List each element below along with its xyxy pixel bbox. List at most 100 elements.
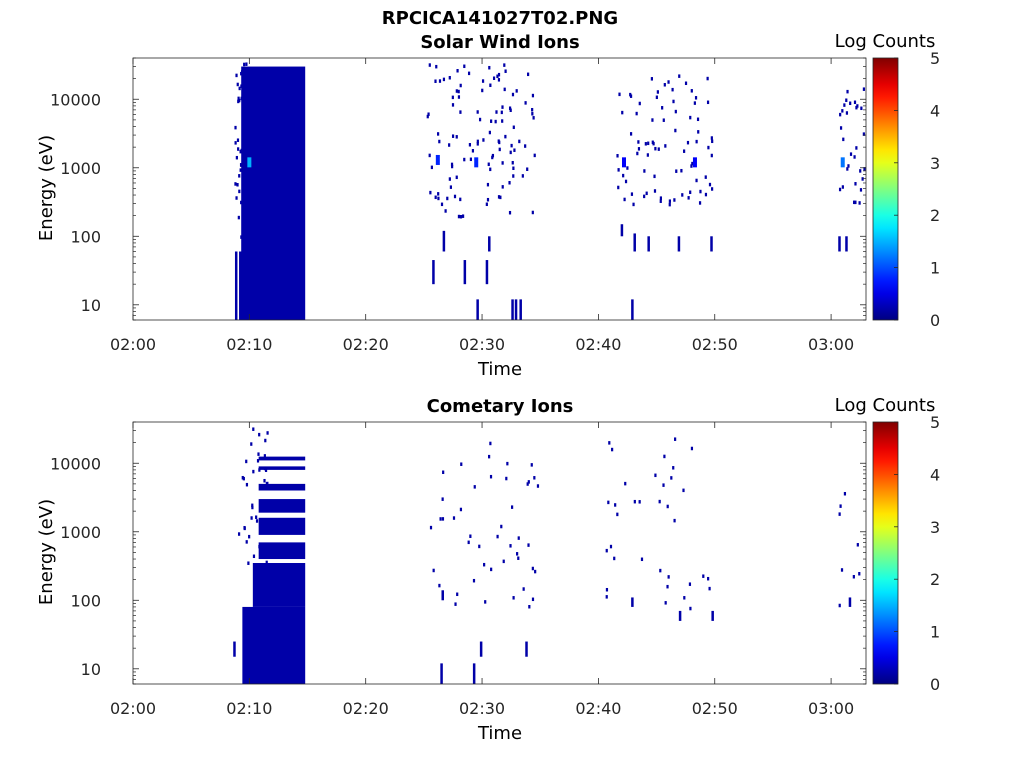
count-cell bbox=[244, 92, 247, 97]
colorbar-scale bbox=[872, 57, 899, 321]
count-cell bbox=[430, 165, 433, 170]
count-cell bbox=[484, 600, 487, 604]
count-cell bbox=[621, 157, 626, 168]
count-cell bbox=[245, 540, 248, 544]
count-streak bbox=[440, 663, 443, 684]
count-streak bbox=[845, 236, 848, 252]
plot-frame bbox=[132, 421, 867, 685]
count-cell bbox=[526, 72, 530, 77]
count-cell bbox=[244, 174, 247, 178]
count-cell bbox=[238, 174, 241, 178]
count-cell bbox=[614, 503, 617, 507]
count-cell bbox=[512, 596, 515, 600]
count-cell bbox=[664, 144, 667, 148]
count-cell bbox=[670, 476, 673, 480]
colorbar: 0 1 2 3 4 5 bbox=[872, 49, 940, 330]
count-cell bbox=[664, 601, 667, 605]
count-cell bbox=[495, 110, 498, 114]
count-cell bbox=[263, 525, 267, 529]
count-cell bbox=[692, 157, 697, 168]
count-cell bbox=[517, 536, 520, 540]
count-cell bbox=[862, 132, 865, 136]
count-cell bbox=[486, 182, 490, 187]
count-cell bbox=[240, 96, 243, 101]
count-cell bbox=[531, 566, 534, 571]
count-cell bbox=[528, 604, 531, 609]
count-cell bbox=[646, 153, 649, 157]
count-cell bbox=[463, 157, 466, 162]
count-cell bbox=[863, 167, 866, 171]
count-block bbox=[258, 466, 306, 470]
count-cell bbox=[862, 87, 866, 91]
count-cell bbox=[476, 142, 479, 146]
count-cell bbox=[243, 168, 246, 173]
count-cell bbox=[512, 166, 515, 171]
count-streak bbox=[678, 610, 682, 621]
count-cell bbox=[659, 199, 662, 203]
count-cell bbox=[607, 500, 610, 505]
count-cell bbox=[666, 504, 669, 509]
count-cell bbox=[838, 512, 841, 516]
count-cell bbox=[531, 93, 535, 98]
count-cell bbox=[636, 151, 639, 156]
count-cell bbox=[684, 81, 688, 86]
colorbar-tick-label: 5 bbox=[930, 413, 940, 432]
count-cell bbox=[459, 507, 463, 512]
count-cell bbox=[688, 582, 692, 586]
count-cell bbox=[429, 190, 432, 195]
count-cell bbox=[241, 475, 244, 480]
count-cell bbox=[843, 103, 846, 107]
count-cell bbox=[846, 167, 849, 171]
count-cell bbox=[635, 111, 638, 116]
colorbar-tick-label: 4 bbox=[930, 465, 940, 484]
count-cell bbox=[236, 82, 239, 87]
count-cell bbox=[451, 95, 454, 100]
count-cell bbox=[687, 196, 690, 200]
colorbar-tick-label: 3 bbox=[930, 154, 940, 173]
count-cell bbox=[667, 575, 670, 579]
count-cell bbox=[451, 164, 454, 169]
count-cell bbox=[478, 117, 482, 122]
count-cell bbox=[860, 106, 863, 111]
count-cell bbox=[441, 497, 444, 501]
count-cell bbox=[263, 466, 267, 471]
count-cell bbox=[440, 202, 444, 207]
count-cell bbox=[674, 109, 677, 114]
count-cell bbox=[242, 223, 245, 227]
count-cell bbox=[605, 587, 609, 592]
count-cell bbox=[488, 130, 491, 135]
panel-title: Solar Wind Ions bbox=[420, 32, 579, 53]
count-cell bbox=[638, 500, 641, 504]
count-cell bbox=[858, 571, 861, 576]
count-cell bbox=[629, 132, 633, 136]
count-streak bbox=[519, 299, 522, 320]
count-cell bbox=[509, 150, 512, 155]
count-streak bbox=[234, 251, 238, 320]
count-cell bbox=[492, 76, 496, 80]
count-cell bbox=[511, 92, 515, 97]
count-cell bbox=[686, 140, 690, 145]
count-cell bbox=[533, 476, 536, 480]
count-cell bbox=[488, 454, 491, 459]
count-cell bbox=[845, 98, 848, 102]
count-cell bbox=[859, 169, 862, 173]
count-streak bbox=[463, 260, 467, 285]
count-cell bbox=[673, 518, 676, 523]
count-cell bbox=[459, 197, 462, 202]
count-cell bbox=[839, 126, 843, 130]
count-cell bbox=[488, 65, 491, 70]
count-cell bbox=[455, 89, 458, 93]
count-cell bbox=[446, 196, 449, 201]
x-tick-label: 02:30 bbox=[459, 699, 505, 718]
count-cell bbox=[246, 89, 249, 94]
count-cell bbox=[698, 201, 702, 205]
count-cell bbox=[531, 107, 534, 112]
count-cell bbox=[504, 69, 507, 73]
data-layer bbox=[233, 427, 861, 684]
count-cell bbox=[452, 516, 456, 520]
count-cell bbox=[854, 182, 857, 186]
count-cell bbox=[481, 88, 484, 93]
x-tick-label: 02:50 bbox=[692, 699, 738, 718]
count-cell bbox=[707, 145, 710, 150]
